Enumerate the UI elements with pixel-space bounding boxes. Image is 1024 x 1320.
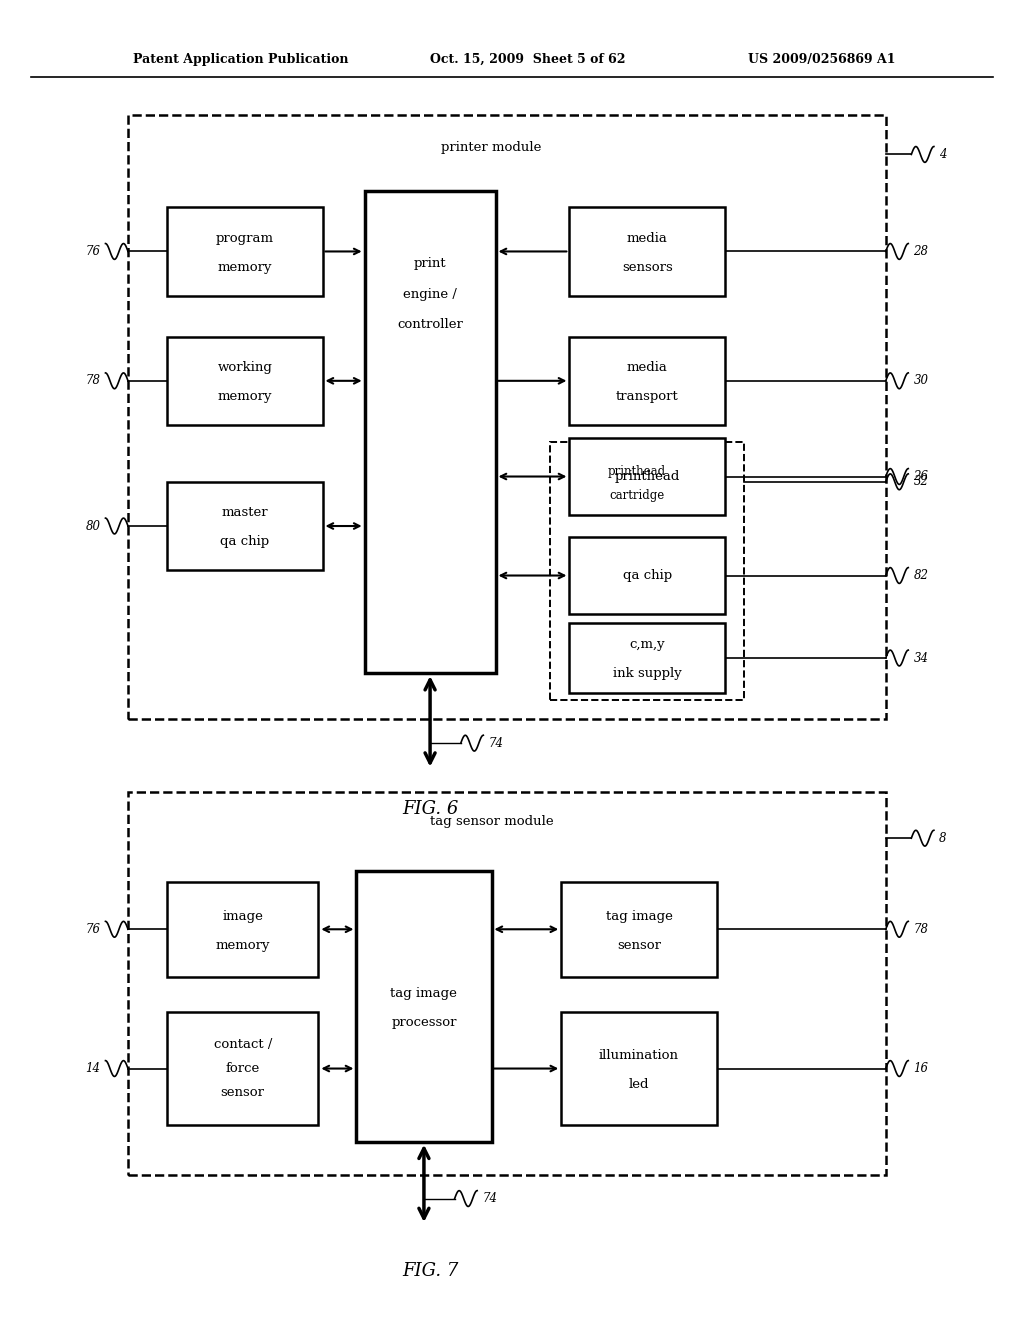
Text: FIG. 7: FIG. 7 bbox=[401, 1262, 459, 1280]
Text: 16: 16 bbox=[913, 1063, 929, 1074]
Text: media: media bbox=[627, 232, 668, 244]
Bar bbox=[128, 115, 886, 719]
Bar bbox=[356, 871, 492, 1142]
Text: sensor: sensor bbox=[221, 1086, 264, 1098]
Bar bbox=[167, 482, 323, 570]
Bar bbox=[365, 191, 496, 673]
Text: 80: 80 bbox=[85, 520, 100, 532]
Bar bbox=[167, 337, 323, 425]
Text: printer module: printer module bbox=[441, 141, 542, 154]
Text: 26: 26 bbox=[913, 470, 929, 483]
Text: 74: 74 bbox=[488, 737, 504, 750]
Text: master: master bbox=[221, 507, 268, 519]
Text: 34: 34 bbox=[913, 652, 929, 664]
Text: 14: 14 bbox=[85, 1063, 100, 1074]
Text: 76: 76 bbox=[85, 246, 100, 257]
Text: Oct. 15, 2009  Sheet 5 of 62: Oct. 15, 2009 Sheet 5 of 62 bbox=[430, 53, 626, 66]
Text: US 2009/0256869 A1: US 2009/0256869 A1 bbox=[748, 53, 895, 66]
Text: engine /: engine / bbox=[403, 288, 457, 301]
Bar bbox=[167, 207, 323, 296]
Text: qa chip: qa chip bbox=[623, 569, 672, 582]
Text: processor: processor bbox=[391, 1016, 457, 1028]
Text: illumination: illumination bbox=[599, 1049, 679, 1061]
Text: sensor: sensor bbox=[617, 939, 660, 952]
Text: force: force bbox=[225, 1063, 260, 1074]
Text: 8: 8 bbox=[939, 832, 946, 845]
Text: 28: 28 bbox=[913, 246, 929, 257]
Text: 78: 78 bbox=[85, 375, 100, 387]
Bar bbox=[167, 882, 318, 977]
Text: tag image: tag image bbox=[390, 987, 458, 999]
Bar bbox=[569, 337, 725, 425]
Text: 32: 32 bbox=[913, 475, 929, 488]
Text: qa chip: qa chip bbox=[220, 536, 269, 548]
Bar bbox=[569, 623, 725, 693]
Text: memory: memory bbox=[217, 391, 272, 403]
Text: ink supply: ink supply bbox=[612, 668, 682, 680]
Text: sensors: sensors bbox=[622, 261, 673, 273]
Bar bbox=[128, 792, 886, 1175]
Bar bbox=[561, 1012, 717, 1125]
Text: 4: 4 bbox=[939, 148, 946, 161]
Text: media: media bbox=[627, 362, 668, 374]
Bar bbox=[550, 442, 744, 700]
Text: cartridge: cartridge bbox=[609, 488, 665, 502]
Bar bbox=[569, 207, 725, 296]
Text: working: working bbox=[217, 362, 272, 374]
Bar bbox=[569, 537, 725, 614]
Text: contact /: contact / bbox=[213, 1039, 272, 1051]
Text: FIG. 6: FIG. 6 bbox=[401, 800, 459, 818]
Text: printhead: printhead bbox=[608, 465, 666, 478]
Text: c,m,y: c,m,y bbox=[630, 639, 665, 651]
Bar bbox=[569, 438, 725, 515]
Text: 82: 82 bbox=[913, 569, 929, 582]
Text: 30: 30 bbox=[913, 375, 929, 387]
Text: image: image bbox=[222, 909, 263, 923]
Text: memory: memory bbox=[217, 261, 272, 273]
Text: tag sensor module: tag sensor module bbox=[430, 814, 553, 828]
Text: tag image: tag image bbox=[605, 909, 673, 923]
Text: controller: controller bbox=[397, 318, 463, 331]
Text: memory: memory bbox=[215, 939, 270, 952]
Text: program: program bbox=[216, 232, 273, 244]
Text: 74: 74 bbox=[482, 1192, 498, 1205]
Text: print: print bbox=[414, 257, 446, 271]
Text: 76: 76 bbox=[85, 923, 100, 936]
Text: led: led bbox=[629, 1078, 649, 1090]
Text: 78: 78 bbox=[913, 923, 929, 936]
Text: printhead: printhead bbox=[614, 470, 680, 483]
Bar bbox=[561, 882, 717, 977]
Text: transport: transport bbox=[615, 391, 679, 403]
Bar bbox=[167, 1012, 318, 1125]
Text: Patent Application Publication: Patent Application Publication bbox=[133, 53, 348, 66]
